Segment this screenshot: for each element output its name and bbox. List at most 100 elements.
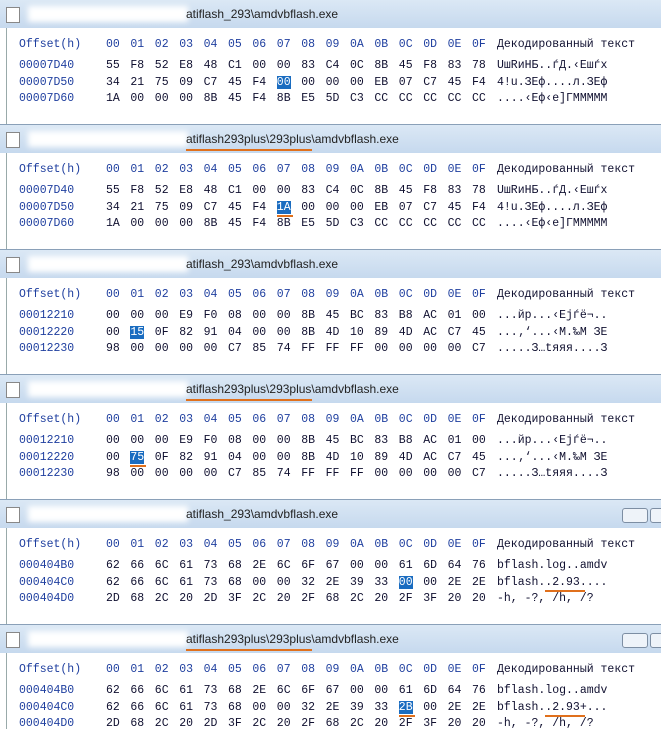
hex-byte[interactable]: 2E	[325, 700, 340, 714]
hex-byte[interactable]: F0	[203, 434, 218, 447]
hex-byte[interactable]: 8B	[276, 217, 291, 230]
hex-byte[interactable]: F4	[252, 92, 267, 105]
hex-byte[interactable]: 45	[447, 75, 462, 89]
hex-byte[interactable]: 61	[179, 684, 193, 697]
hex-byte[interactable]: F4	[252, 200, 267, 214]
hex-byte[interactable]: 6C	[276, 684, 291, 697]
hex-byte[interactable]: 68	[130, 592, 145, 605]
hex-byte[interactable]: C7	[447, 450, 462, 464]
hex-byte[interactable]: 00	[154, 342, 169, 355]
hex-byte[interactable]: 2F	[301, 717, 315, 729]
hex-byte[interactable]: 09	[179, 200, 193, 214]
hex-byte[interactable]: AC	[423, 434, 437, 447]
hex-byte[interactable]: 83	[447, 184, 462, 197]
hex-byte[interactable]: 00	[276, 450, 291, 464]
hex-byte[interactable]: 00	[252, 434, 267, 447]
hex-byte[interactable]: 48	[203, 184, 218, 197]
hex-byte[interactable]: 78	[472, 59, 486, 72]
hex-byte[interactable]: 2F	[301, 592, 315, 605]
hex-byte[interactable]: 00	[154, 92, 169, 105]
hex-byte[interactable]: 21	[130, 75, 145, 89]
hex-byte[interactable]: 00	[106, 309, 120, 322]
hex-byte[interactable]: 5D	[325, 217, 340, 230]
hex-byte[interactable]: 00	[130, 467, 145, 480]
hex-byte[interactable]: 00	[252, 700, 267, 714]
hex-byte[interactable]: 00	[325, 75, 340, 89]
hex-byte[interactable]: 74	[276, 342, 291, 355]
hex-byte[interactable]: 00	[374, 467, 389, 480]
hex-byte[interactable]: EB	[374, 75, 389, 89]
hex-byte[interactable]: E8	[179, 59, 193, 72]
minimize-button[interactable]	[622, 508, 648, 523]
hex-byte[interactable]: 00	[276, 184, 291, 197]
hex-byte[interactable]: 00	[179, 467, 193, 480]
hex-byte[interactable]: 00	[472, 309, 486, 322]
hex-byte[interactable]: 00	[252, 309, 267, 322]
hex-byte[interactable]: 2C	[350, 717, 364, 729]
hex-byte[interactable]: 64	[447, 559, 462, 572]
hex-byte[interactable]: E5	[301, 92, 315, 105]
hex-byte[interactable]: 2E	[447, 575, 462, 589]
hex-byte[interactable]: 20	[276, 717, 291, 729]
hex-byte[interactable]: 82	[179, 450, 193, 464]
hex-byte[interactable]: 20	[179, 717, 193, 729]
hex-byte[interactable]: 08	[228, 309, 242, 322]
hex-byte[interactable]: 20	[374, 717, 389, 729]
hex-byte[interactable]: B8	[398, 309, 413, 322]
hex-byte[interactable]: 3F	[423, 717, 437, 729]
hex-byte[interactable]: 45	[398, 59, 413, 72]
hex-byte[interactable]: CC	[398, 92, 413, 105]
hex-byte[interactable]: 6D	[423, 684, 437, 697]
hex-byte[interactable]: 00	[203, 342, 218, 355]
hex-byte[interactable]: 00	[252, 450, 267, 464]
hex-byte[interactable]: 00	[350, 684, 364, 697]
hex-byte[interactable]: 15	[130, 325, 145, 339]
hex-byte[interactable]: 01	[447, 434, 462, 447]
hex-byte[interactable]: 00	[252, 575, 267, 589]
hex-byte[interactable]: 61	[179, 700, 193, 714]
hex-byte[interactable]: 10	[350, 450, 364, 464]
hex-byte[interactable]: 00	[276, 309, 291, 322]
hex-byte[interactable]: 6C	[154, 575, 169, 589]
hex-byte[interactable]: 62	[106, 684, 120, 697]
hex-byte[interactable]: F4	[252, 217, 267, 230]
hex-byte[interactable]: 67	[325, 559, 340, 572]
hex-byte[interactable]: AC	[423, 450, 437, 464]
hex-byte[interactable]: 20	[179, 592, 193, 605]
hex-byte[interactable]: 01	[447, 309, 462, 322]
hex-byte[interactable]: 2D	[106, 717, 120, 729]
hex-byte[interactable]: 2E	[252, 684, 267, 697]
hex-byte[interactable]: 8B	[276, 92, 291, 105]
hex-byte[interactable]: 66	[130, 684, 145, 697]
hex-byte[interactable]: 6D	[423, 559, 437, 572]
hex-byte[interactable]: 6C	[154, 700, 169, 714]
hex-byte[interactable]: C7	[423, 75, 437, 89]
hex-byte[interactable]: 52	[154, 59, 169, 72]
hex-byte[interactable]: 45	[472, 325, 486, 339]
hex-byte[interactable]: 10	[350, 325, 364, 339]
hex-byte[interactable]: 2C	[252, 717, 267, 729]
hex-byte[interactable]: 00	[130, 92, 145, 105]
hex-byte[interactable]: FF	[350, 467, 364, 480]
hex-byte[interactable]: 2E	[325, 575, 340, 589]
hex-byte[interactable]: E8	[179, 184, 193, 197]
hex-byte[interactable]: 08	[228, 434, 242, 447]
hex-byte[interactable]: 00	[398, 342, 413, 355]
hex-byte[interactable]: 45	[228, 75, 242, 89]
hex-byte[interactable]: 32	[301, 575, 315, 589]
hex-byte[interactable]: 20	[447, 717, 462, 729]
hex-byte[interactable]: 68	[130, 717, 145, 729]
hex-byte[interactable]: 00	[374, 342, 389, 355]
hex-byte[interactable]: 00	[203, 467, 218, 480]
hex-byte[interactable]: 85	[252, 467, 267, 480]
hex-byte[interactable]: 00	[276, 434, 291, 447]
hex-byte[interactable]: 89	[374, 325, 389, 339]
hex-byte[interactable]: C4	[325, 59, 340, 72]
hex-byte[interactable]: C3	[350, 217, 364, 230]
hex-byte[interactable]: 34	[106, 200, 120, 214]
hex-byte[interactable]: 00	[472, 434, 486, 447]
hex-byte[interactable]: C7	[447, 325, 462, 339]
hex-byte[interactable]: 00	[130, 342, 145, 355]
hex-byte[interactable]: 2C	[154, 592, 169, 605]
hex-byte[interactable]: 6F	[301, 684, 315, 697]
